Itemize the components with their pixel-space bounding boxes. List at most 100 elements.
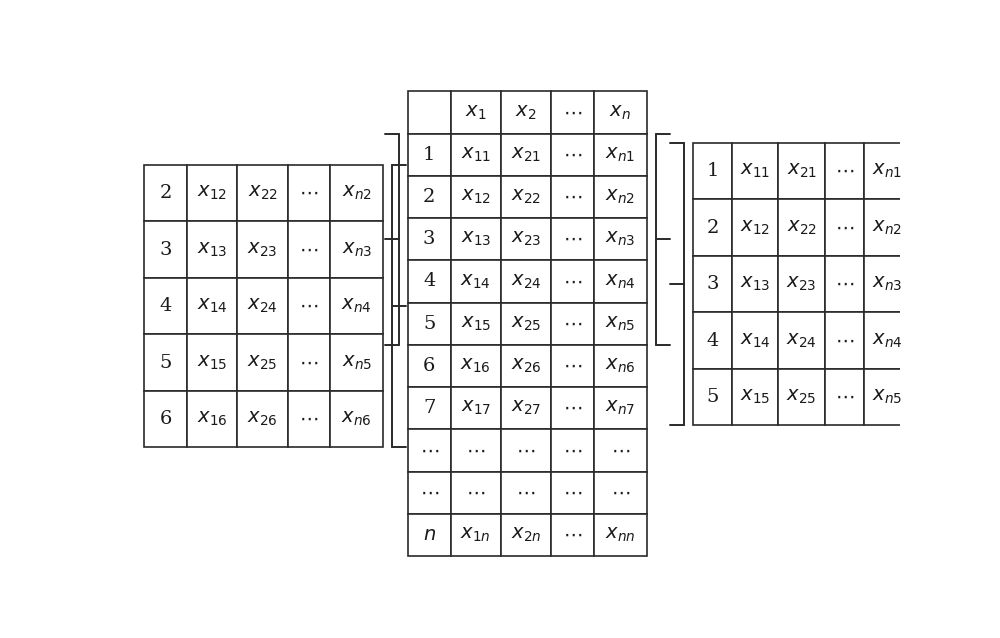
Bar	[693, 143, 732, 199]
Text: 5: 5	[423, 315, 435, 332]
Text: $x_{21}$: $x_{21}$	[511, 145, 541, 164]
Bar	[237, 221, 288, 278]
Text: $x_{23}$: $x_{23}$	[786, 275, 817, 293]
Bar	[501, 345, 551, 387]
Text: $x_{22}$: $x_{22}$	[248, 184, 278, 202]
Bar	[594, 387, 647, 429]
Bar	[237, 391, 288, 447]
Bar	[501, 91, 551, 133]
Text: $x_{n2}$: $x_{n2}$	[342, 184, 372, 202]
Bar	[450, 133, 501, 176]
Text: 4: 4	[423, 272, 435, 290]
Text: $x_{n4}$: $x_{n4}$	[872, 332, 902, 350]
Bar	[732, 199, 778, 256]
Text: $x_{25}$: $x_{25}$	[247, 353, 278, 372]
Text: 2: 2	[160, 184, 172, 202]
Text: $x_{24}$: $x_{24}$	[247, 297, 278, 315]
Text: $x_{16}$: $x_{16}$	[460, 357, 491, 375]
Text: $x_{21}$: $x_{21}$	[787, 162, 817, 181]
Bar	[408, 91, 450, 133]
Text: $\cdots$: $\cdots$	[563, 188, 582, 206]
Text: $\cdots$: $\cdots$	[835, 275, 854, 293]
Bar	[551, 514, 594, 556]
Text: $\cdots$: $\cdots$	[563, 103, 582, 121]
Bar	[330, 391, 383, 447]
Bar	[864, 313, 910, 369]
Text: $\cdots$: $\cdots$	[563, 230, 582, 248]
Bar	[551, 218, 594, 260]
Bar	[594, 176, 647, 218]
Bar	[501, 514, 551, 556]
Text: $\cdots$: $\cdots$	[563, 315, 582, 332]
Text: $x_{23}$: $x_{23}$	[511, 230, 541, 248]
Text: $\cdots$: $\cdots$	[563, 272, 582, 290]
Text: 6: 6	[160, 410, 172, 428]
Text: $x_{n}$: $x_{n}$	[609, 103, 631, 122]
Text: $x_{26}$: $x_{26}$	[247, 410, 278, 428]
Text: 4: 4	[706, 332, 719, 350]
Text: $x_{15}$: $x_{15}$	[740, 388, 770, 406]
Text: $\cdots$: $\cdots$	[563, 399, 582, 417]
Text: 3: 3	[423, 230, 435, 248]
Text: $x_{2}$: $x_{2}$	[515, 103, 537, 122]
Text: $x_{n3}$: $x_{n3}$	[342, 241, 372, 259]
Bar	[778, 143, 825, 199]
Bar	[551, 387, 594, 429]
Bar	[594, 218, 647, 260]
Bar	[501, 260, 551, 302]
Bar	[693, 256, 732, 313]
Text: $x_{1}$: $x_{1}$	[465, 103, 486, 122]
Bar	[551, 429, 594, 471]
Bar	[551, 133, 594, 176]
Text: $\cdots$: $\cdots$	[420, 484, 439, 501]
Text: $x_{23}$: $x_{23}$	[247, 241, 278, 259]
Bar	[501, 302, 551, 345]
Bar	[144, 334, 187, 391]
Bar	[501, 471, 551, 514]
Text: $x_{14}$: $x_{14}$	[460, 272, 491, 290]
Bar	[450, 91, 501, 133]
Text: $x_{12}$: $x_{12}$	[461, 188, 491, 206]
Bar	[450, 260, 501, 302]
Bar	[551, 345, 594, 387]
Bar	[778, 199, 825, 256]
Text: $\cdots$: $\cdots$	[299, 184, 319, 202]
Bar	[144, 391, 187, 447]
Bar	[594, 429, 647, 471]
Text: $\cdots$: $\cdots$	[299, 297, 319, 315]
Text: $x_{12}$: $x_{12}$	[197, 184, 227, 202]
Bar	[594, 345, 647, 387]
Bar	[330, 278, 383, 334]
Bar	[501, 133, 551, 176]
Bar	[450, 471, 501, 514]
Text: $\cdots$: $\cdots$	[563, 441, 582, 459]
Text: $x_{14}$: $x_{14}$	[740, 332, 770, 350]
Bar	[408, 133, 450, 176]
Bar	[450, 345, 501, 387]
Bar	[594, 133, 647, 176]
Text: $\cdots$: $\cdots$	[611, 441, 630, 459]
Text: $x_{22}$: $x_{22}$	[787, 218, 817, 237]
Bar	[594, 514, 647, 556]
Text: $x_{17}$: $x_{17}$	[461, 399, 491, 417]
Bar	[187, 165, 237, 221]
Text: $x_{n5}$: $x_{n5}$	[605, 315, 635, 333]
Bar	[594, 302, 647, 345]
Text: $\cdots$: $\cdots$	[516, 484, 536, 501]
Bar	[501, 387, 551, 429]
Bar	[450, 218, 501, 260]
Bar	[330, 165, 383, 221]
Bar	[450, 387, 501, 429]
Bar	[864, 199, 910, 256]
Bar	[551, 176, 594, 218]
Bar	[187, 221, 237, 278]
Bar	[408, 471, 450, 514]
Bar	[551, 91, 594, 133]
Bar	[864, 256, 910, 313]
Bar	[864, 369, 910, 426]
Bar	[551, 302, 594, 345]
Bar	[288, 334, 330, 391]
Text: $\cdots$: $\cdots$	[835, 219, 854, 237]
Text: $x_{27}$: $x_{27}$	[511, 399, 541, 417]
Text: $x_{12}$: $x_{12}$	[740, 218, 770, 237]
